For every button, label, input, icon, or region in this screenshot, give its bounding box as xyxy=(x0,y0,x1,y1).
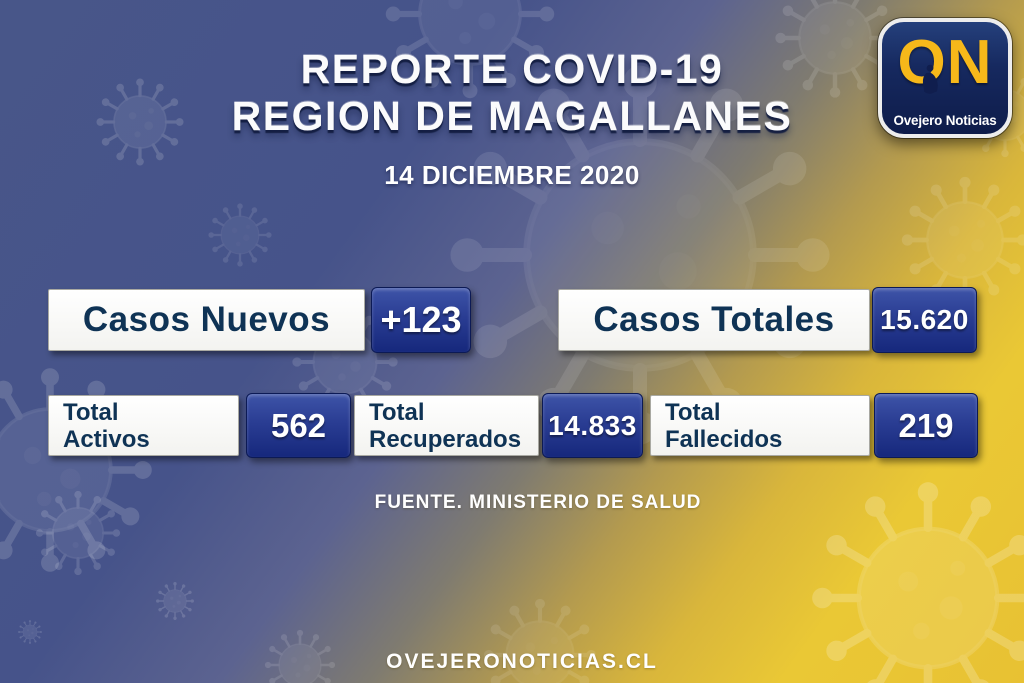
total-fallecidos-label-line2: Fallecidos xyxy=(665,425,783,453)
ovejero-noticias-logo: ON Ovejero Noticias xyxy=(878,18,1012,138)
card-total-fallecidos: Total Fallecidos xyxy=(650,395,870,456)
title-line2: REGION DE MAGALLANES xyxy=(231,93,793,139)
total-recuperados-label-line1: Total xyxy=(369,398,425,426)
title-line1: REPORTE COVID-19 xyxy=(300,46,724,92)
card-casos-totales: Casos Totales xyxy=(558,289,870,351)
card-casos-nuevos: Casos Nuevos xyxy=(48,289,365,351)
casos-nuevos-value: +123 xyxy=(371,287,471,353)
total-fallecidos-value: 219 xyxy=(874,393,978,458)
total-fallecidos-label-line1: Total xyxy=(665,398,721,426)
total-activos-label-line1: Total xyxy=(63,398,119,426)
casos-totales-value: 15.620 xyxy=(872,287,977,353)
total-recuperados-value: 14.833 xyxy=(542,393,643,458)
card-total-activos: Total Activos xyxy=(48,395,239,456)
footer-website: OVEJERONOTICIAS.CL xyxy=(386,650,658,673)
total-activos-label-line2: Activos xyxy=(63,425,150,453)
source-text: FUENTE. MINISTERIO DE SALUD xyxy=(374,492,702,513)
casos-totales-label: Casos Totales xyxy=(593,300,835,339)
report-date: 14 DICIEMBRE 2020 xyxy=(384,160,640,190)
logo-name: Ovejero Noticias xyxy=(893,112,997,128)
total-recuperados-label-line2: Recuperados xyxy=(369,425,522,453)
total-activos-value: 562 xyxy=(246,393,351,458)
shepherd-silhouette-icon xyxy=(922,64,938,94)
page-title: REPORTE COVID-19 REGION DE MAGALLANES xyxy=(0,46,1024,140)
casos-nuevos-label: Casos Nuevos xyxy=(82,300,331,339)
logo-initials: ON xyxy=(897,28,993,97)
card-total-recuperados: Total Recuperados xyxy=(354,395,539,456)
